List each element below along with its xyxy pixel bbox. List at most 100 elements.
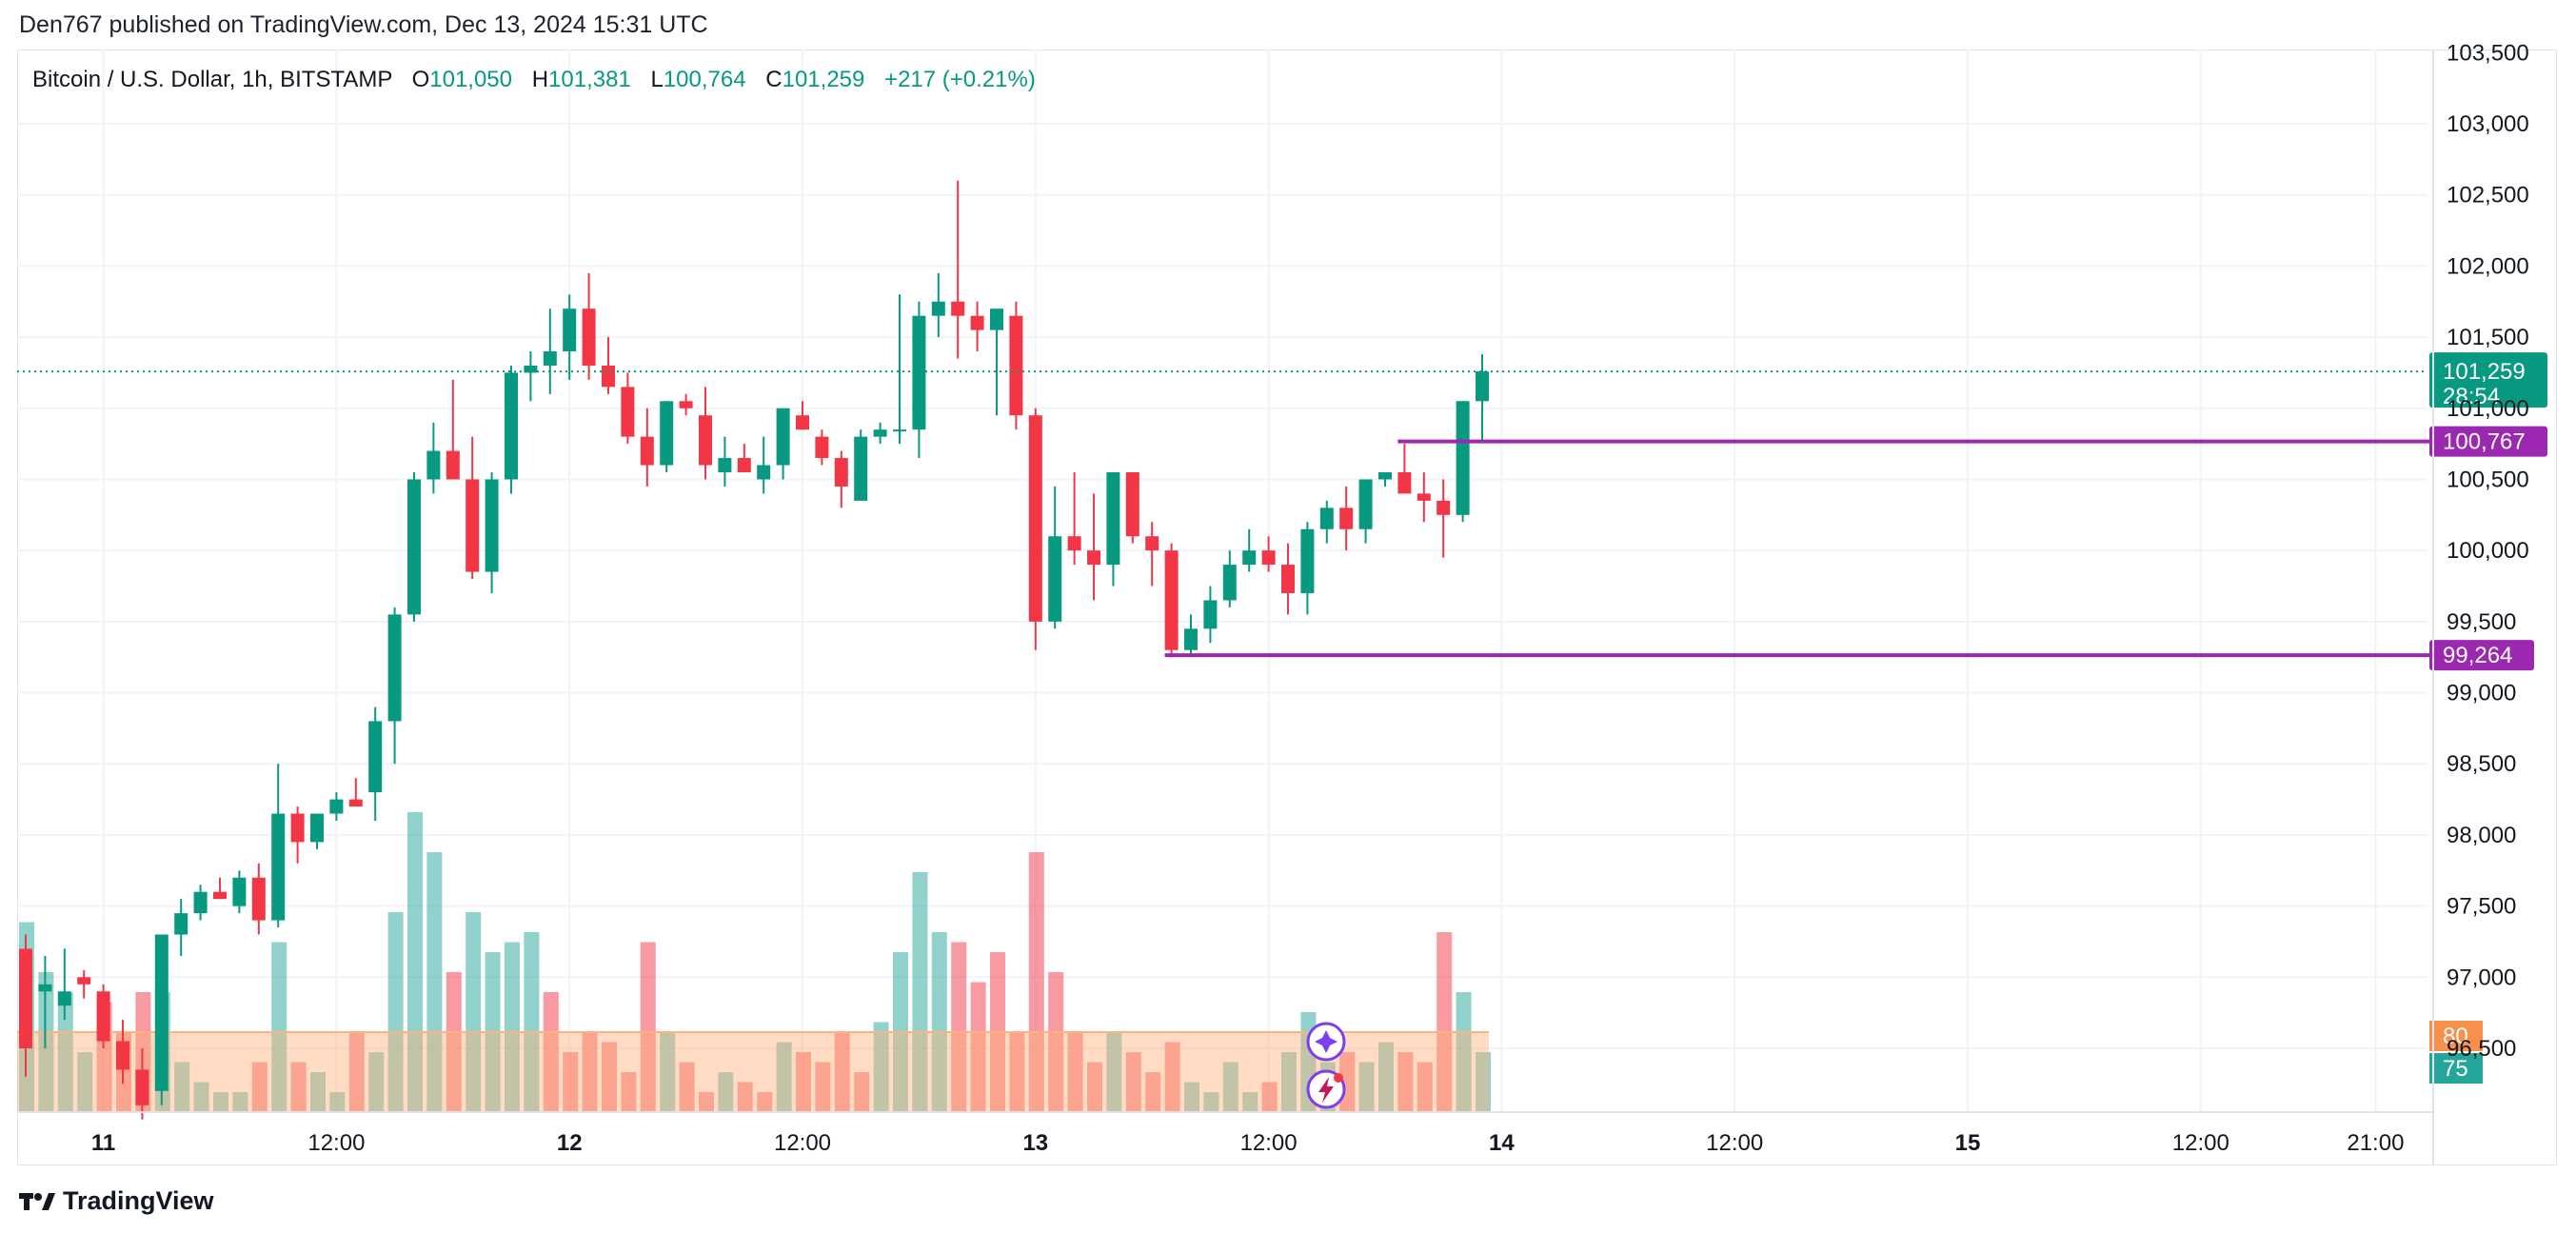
tradingview-logo[interactable]: TradingView <box>19 1186 214 1216</box>
volume-badge-label: 75 <box>2443 1056 2468 1082</box>
candle-body <box>776 408 790 466</box>
candle-body <box>271 813 286 921</box>
candle-body <box>426 450 441 480</box>
candle-body <box>1222 565 1237 601</box>
volume-bar <box>1378 1042 1394 1112</box>
candle-body <box>563 308 577 352</box>
chart-frame[interactable] <box>17 50 2557 1165</box>
candle-body <box>387 614 402 722</box>
candle-body <box>582 308 596 366</box>
candle-body <box>368 721 383 793</box>
x-tick-label: 21:00 <box>2347 1130 2404 1156</box>
volume-bar <box>1261 1082 1278 1112</box>
candle-body <box>660 401 674 466</box>
candle-body <box>1437 500 1451 515</box>
candle-body <box>1106 471 1120 566</box>
volume-bar <box>1009 1032 1025 1112</box>
candle-body <box>310 813 324 843</box>
volume-bar <box>660 1032 676 1112</box>
candle-body <box>602 365 615 388</box>
candle-body <box>1358 479 1373 529</box>
volume-bar <box>57 992 73 1112</box>
x-tick-label: 14 <box>1489 1130 1515 1156</box>
volume-bar <box>251 1062 268 1112</box>
volume-bar <box>1456 992 1472 1112</box>
volume-bar <box>1203 1092 1219 1112</box>
x-tick-label: 11 <box>91 1130 115 1156</box>
x-tick-label: 12:00 <box>774 1130 831 1156</box>
volume-bar <box>679 1062 695 1112</box>
candle-body <box>640 436 654 466</box>
candle-body <box>1067 536 1081 551</box>
candle-body <box>873 429 887 437</box>
candle-body <box>854 436 868 501</box>
candle-body <box>1184 628 1198 650</box>
candle-body <box>1028 415 1042 622</box>
candle-body <box>834 458 848 487</box>
volume-bar <box>174 1062 190 1112</box>
x-tick-label: 13 <box>1022 1130 1048 1156</box>
candle-body <box>135 1069 149 1105</box>
level-price-badge <box>2429 426 2547 457</box>
legend-close: 101,259 <box>782 67 865 92</box>
volume-bar <box>931 932 947 1112</box>
candle-body <box>699 415 712 466</box>
candle-body <box>290 813 305 843</box>
lightning-glyph <box>1318 1077 1334 1103</box>
candle-body <box>970 315 984 330</box>
y-tick-label: 101,500 <box>2447 325 2529 350</box>
volume-bar <box>1242 1092 1258 1112</box>
candle-body <box>407 479 421 615</box>
volume-bar <box>505 942 520 1112</box>
candle-body <box>174 913 188 935</box>
volume-bar <box>1125 1052 1141 1112</box>
legend-high-label: H <box>531 67 549 92</box>
candle-body <box>912 315 926 430</box>
y-tick-label: 98,500 <box>2447 751 2516 777</box>
volume-bar <box>310 1072 326 1112</box>
legend-high: 101,381 <box>548 67 631 92</box>
volume-badge-label: 80 <box>2443 1024 2468 1049</box>
volume-bar <box>1358 1062 1375 1112</box>
candle-body <box>1397 471 1412 494</box>
volume-bar <box>737 1082 753 1112</box>
candle-body <box>815 436 829 459</box>
candle-body <box>1048 536 1062 622</box>
x-tick-label: 12:00 <box>2172 1130 2229 1156</box>
volume-bar <box>834 1032 850 1112</box>
y-tick-label: 97,500 <box>2447 894 2516 920</box>
volume-bar <box>1222 1062 1238 1112</box>
candle-body <box>757 465 771 480</box>
y-tick-label: 99,000 <box>2447 681 2516 707</box>
x-tick-label: 12:00 <box>307 1130 365 1156</box>
volume-bar <box>1476 1052 1491 1112</box>
volume-bar <box>543 992 559 1112</box>
y-tick-label: 103,000 <box>2447 111 2529 137</box>
y-tick-label: 100,500 <box>2447 467 2529 492</box>
volume-bar <box>951 942 967 1112</box>
volume-bar <box>873 1022 889 1112</box>
volume-bar <box>348 1032 365 1112</box>
volume-bar <box>970 982 986 1112</box>
candle-body <box>193 891 208 914</box>
candle-body <box>1242 550 1257 566</box>
legend-low: 100,764 <box>663 67 746 92</box>
candle-body <box>1319 508 1334 529</box>
sparkle-glyph <box>1315 1030 1338 1053</box>
volume-bar <box>718 1072 734 1112</box>
volume-bar <box>854 1072 870 1112</box>
volume-bar <box>602 1042 617 1112</box>
candle-body <box>1164 550 1179 650</box>
candle-body <box>1261 550 1276 566</box>
candle-body <box>96 991 110 1042</box>
x-tick-label: 12:00 <box>1706 1130 1763 1156</box>
volume-bar <box>193 1082 209 1112</box>
volume-bar <box>796 1052 811 1112</box>
candle-body <box>38 984 52 992</box>
candle-body <box>1009 315 1023 416</box>
tradingview-brand: TradingView <box>63 1186 214 1215</box>
y-tick-label: 101,000 <box>2447 396 2529 422</box>
level-price-badge <box>2429 640 2534 671</box>
x-tick-label: 12:00 <box>1240 1130 1298 1156</box>
